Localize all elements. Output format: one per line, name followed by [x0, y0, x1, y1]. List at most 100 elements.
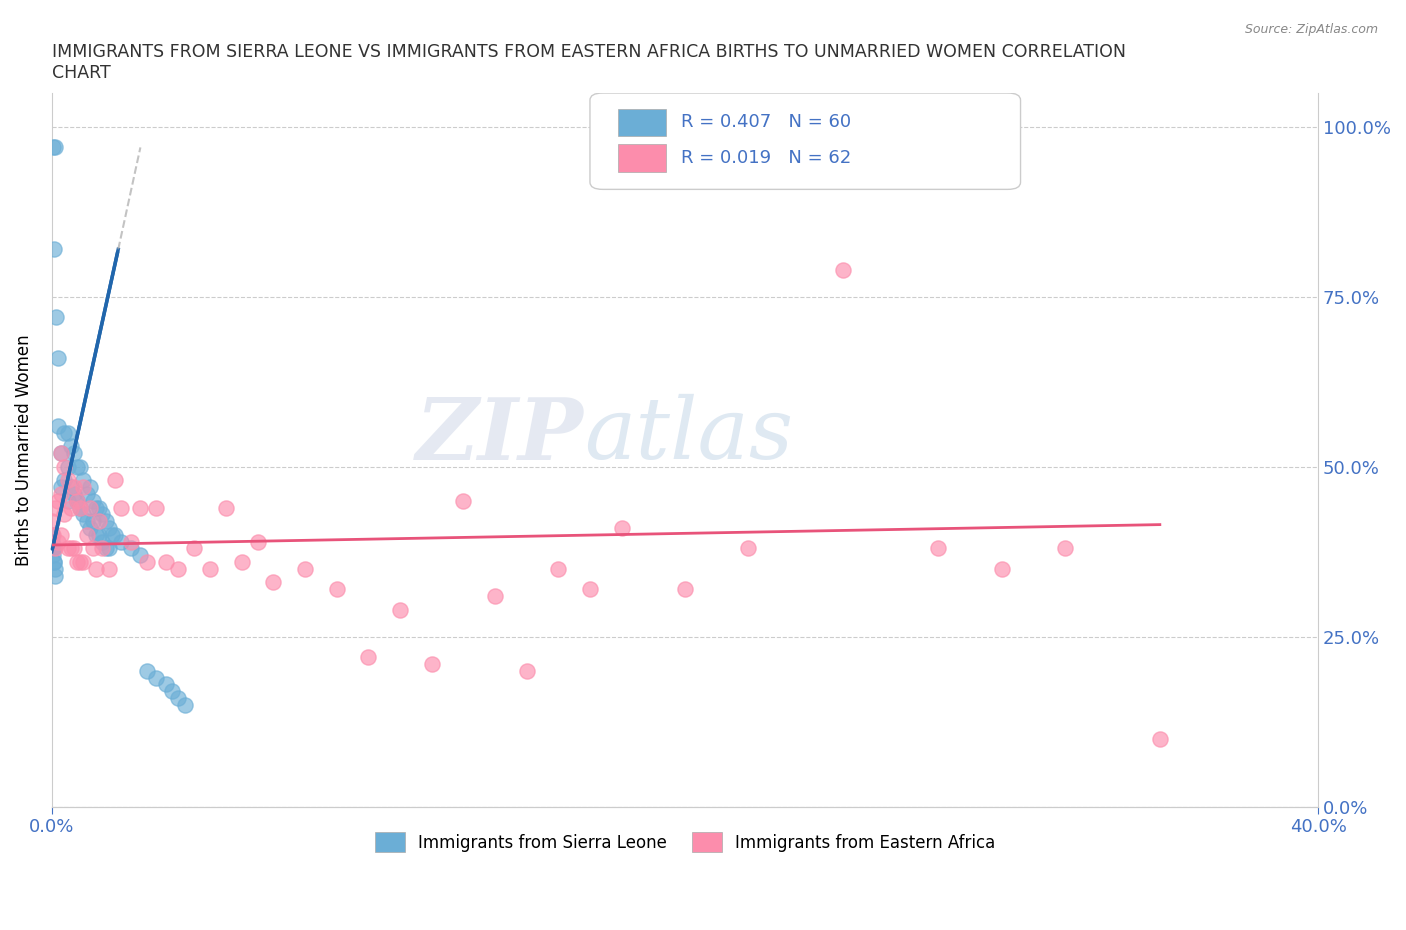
Text: IMMIGRANTS FROM SIERRA LEONE VS IMMIGRANTS FROM EASTERN AFRICA BIRTHS TO UNMARRI: IMMIGRANTS FROM SIERRA LEONE VS IMMIGRAN… — [52, 43, 1126, 82]
Point — [173, 698, 195, 712]
Point — [51, 445, 73, 460]
Point — [44, 140, 66, 154]
Point — [155, 554, 177, 569]
Point — [41, 513, 63, 528]
FancyBboxPatch shape — [591, 93, 1021, 190]
Point — [46, 418, 69, 433]
Point — [89, 500, 111, 515]
Point — [84, 562, 107, 577]
Point — [94, 513, 117, 528]
Point — [453, 494, 475, 509]
Point — [44, 568, 66, 583]
Point — [145, 671, 167, 685]
Point — [56, 541, 79, 556]
Point — [84, 500, 107, 515]
Point — [53, 473, 76, 488]
Point — [82, 541, 104, 556]
Point — [145, 500, 167, 515]
Point — [91, 507, 114, 522]
Point — [120, 534, 142, 549]
Point — [155, 677, 177, 692]
Point — [69, 554, 91, 569]
Point — [56, 494, 79, 509]
Point — [63, 480, 86, 495]
Point — [51, 445, 73, 460]
Point — [44, 242, 66, 257]
Point — [547, 562, 569, 577]
Point — [59, 541, 82, 556]
Point — [59, 439, 82, 454]
Y-axis label: Births to Unmarried Women: Births to Unmarried Women — [15, 334, 32, 565]
Point — [262, 575, 284, 590]
Point — [42, 541, 65, 556]
Point — [46, 534, 69, 549]
Point — [79, 500, 101, 515]
Point — [110, 500, 132, 515]
Point — [484, 589, 506, 604]
Point — [72, 554, 94, 569]
Point — [91, 534, 114, 549]
Point — [737, 541, 759, 556]
Point — [1149, 731, 1171, 746]
Point — [104, 527, 127, 542]
Point — [46, 494, 69, 509]
Point — [76, 486, 98, 501]
Point — [990, 562, 1012, 577]
Point — [129, 500, 152, 515]
Point — [51, 480, 73, 495]
Point — [53, 507, 76, 522]
Point — [89, 527, 111, 542]
Text: atlas: atlas — [583, 394, 793, 477]
Point — [325, 582, 347, 597]
Point — [97, 521, 120, 536]
Point — [56, 473, 79, 488]
Point — [215, 500, 238, 515]
Point — [231, 554, 253, 569]
Point — [198, 562, 221, 577]
Point — [129, 548, 152, 563]
Point — [56, 425, 79, 440]
Point — [516, 663, 538, 678]
Point — [63, 541, 86, 556]
Point — [66, 494, 89, 509]
Point — [1053, 541, 1076, 556]
Point — [59, 500, 82, 515]
Point — [832, 262, 855, 277]
Point — [42, 541, 65, 556]
Point — [76, 527, 98, 542]
Point — [89, 513, 111, 528]
Point — [46, 351, 69, 365]
Point — [84, 527, 107, 542]
Point — [66, 554, 89, 569]
Point — [388, 602, 411, 617]
Point — [246, 534, 269, 549]
Point — [420, 657, 443, 671]
Point — [45, 310, 67, 325]
Point — [63, 445, 86, 460]
Point — [357, 650, 380, 665]
Point — [76, 513, 98, 528]
Point — [91, 541, 114, 556]
Text: R = 0.407   N = 60: R = 0.407 N = 60 — [681, 113, 851, 131]
Legend: Immigrants from Sierra Leone, Immigrants from Eastern Africa: Immigrants from Sierra Leone, Immigrants… — [368, 825, 1002, 859]
Point — [183, 541, 205, 556]
Point — [51, 486, 73, 501]
Point — [41, 541, 63, 556]
Point — [53, 459, 76, 474]
Point — [97, 541, 120, 556]
Point — [66, 459, 89, 474]
Point — [94, 541, 117, 556]
Point — [66, 494, 89, 509]
Point — [44, 541, 66, 556]
Point — [69, 459, 91, 474]
Point — [120, 541, 142, 556]
Text: ZIP: ZIP — [416, 393, 583, 477]
Point — [56, 459, 79, 474]
Point — [101, 527, 124, 542]
Point — [72, 480, 94, 495]
Point — [42, 548, 65, 563]
Point — [167, 690, 190, 705]
Point — [44, 500, 66, 515]
Point — [59, 480, 82, 495]
Point — [41, 140, 63, 154]
